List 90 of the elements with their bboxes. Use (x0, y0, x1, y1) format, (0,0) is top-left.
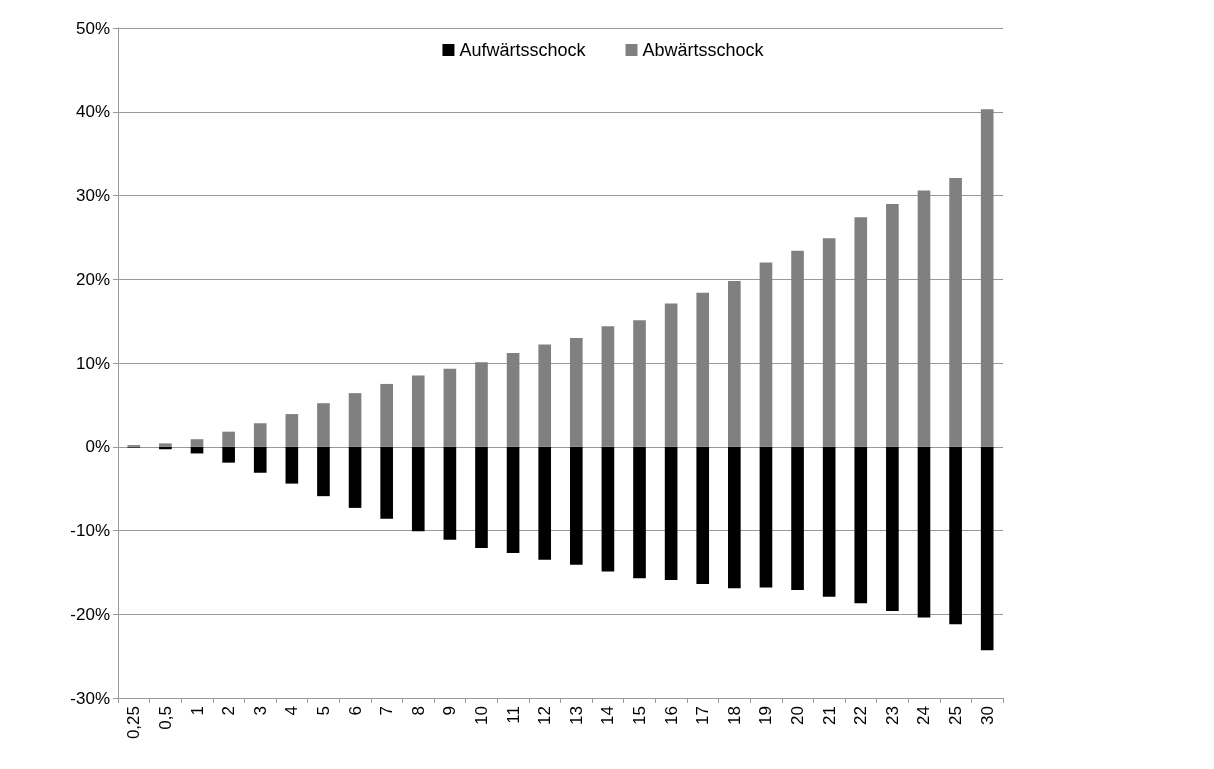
bar (601, 446, 615, 572)
bar (411, 446, 425, 532)
x-tick-label: 20 (788, 706, 808, 725)
bar (222, 431, 235, 447)
y-tick-label: 0% (85, 437, 110, 457)
bar (317, 446, 330, 497)
bar (917, 190, 931, 447)
bar (348, 446, 362, 508)
bar (475, 446, 488, 549)
x-tick-label: 21 (819, 706, 839, 725)
legend-label: Abwärtsschock (642, 40, 765, 60)
bar (569, 337, 583, 447)
x-tick-label: 11 (503, 706, 523, 724)
y-tick-label: 10% (75, 353, 110, 373)
bar (759, 446, 773, 588)
bar (285, 446, 299, 484)
x-tick-label: 16 (661, 706, 681, 725)
x-tick-label: 24 (914, 706, 934, 725)
bar (759, 262, 773, 447)
y-tick-label: 20% (75, 269, 110, 289)
bar (886, 446, 899, 611)
bar (506, 352, 520, 447)
bar (380, 383, 393, 447)
y-tick-label: -30% (70, 688, 110, 708)
x-tick-label: 4 (282, 706, 302, 716)
x-tick-label: 23 (882, 706, 902, 725)
x-tick-label: 5 (313, 706, 333, 716)
bar (443, 368, 457, 447)
x-tick-label: 30 (977, 706, 997, 725)
x-tick-label: 9 (440, 706, 460, 716)
bar (253, 446, 267, 473)
bar (633, 446, 646, 579)
bar (285, 414, 299, 447)
bar (822, 446, 836, 597)
bar (664, 446, 678, 580)
bar (854, 217, 868, 447)
bar (475, 362, 488, 447)
bar (538, 446, 552, 560)
bar (411, 375, 425, 447)
bar (633, 320, 646, 447)
bar (222, 446, 235, 463)
bar (791, 446, 804, 590)
x-tick-label: 17 (693, 706, 713, 725)
x-tick-label: 6 (345, 706, 365, 716)
bar (917, 446, 931, 618)
bar (886, 203, 899, 447)
x-tick-label: 13 (566, 706, 586, 725)
bar (791, 250, 804, 447)
x-tick-label: 12 (535, 706, 555, 725)
bar (664, 303, 678, 447)
bar (569, 446, 583, 565)
bar (949, 446, 962, 625)
y-tick-label: 40% (75, 102, 110, 122)
bar (949, 177, 962, 447)
x-tick-label: 25 (946, 706, 966, 725)
x-tick-label: 10 (471, 706, 491, 725)
bar (728, 446, 741, 589)
bar (190, 439, 204, 447)
y-tick-label: -20% (70, 604, 110, 624)
bar (348, 393, 362, 447)
bar (317, 403, 330, 447)
x-tick-label: 7 (377, 706, 397, 716)
bar (980, 446, 994, 651)
x-tick-label: 3 (250, 706, 270, 716)
bar (980, 109, 994, 447)
x-tick-label: 22 (851, 706, 871, 725)
bar (822, 238, 836, 447)
y-tick-label: -10% (70, 521, 110, 540)
bar (538, 344, 552, 447)
x-tick-label: 18 (724, 706, 744, 725)
bar (601, 326, 615, 447)
x-tick-label: 0,5 (155, 706, 175, 730)
x-tick-label: 8 (408, 706, 428, 716)
bar (443, 446, 457, 540)
x-tick-label: 0,25 (124, 706, 144, 740)
bar (696, 292, 710, 447)
bar (728, 280, 741, 447)
x-tick-label: 15 (630, 706, 650, 725)
y-tick-label: 50% (75, 18, 110, 38)
bar (380, 446, 393, 519)
bar (506, 446, 520, 554)
x-tick-label: 19 (756, 706, 776, 725)
x-tick-label: 1 (187, 706, 207, 716)
bar (253, 423, 267, 447)
legend-label: Aufwärtsschock (459, 40, 587, 60)
x-tick-label: 14 (598, 706, 618, 725)
y-tick-label: 30% (75, 186, 110, 205)
bar (696, 446, 710, 585)
bar (854, 446, 868, 604)
x-tick-label: 2 (219, 706, 239, 716)
